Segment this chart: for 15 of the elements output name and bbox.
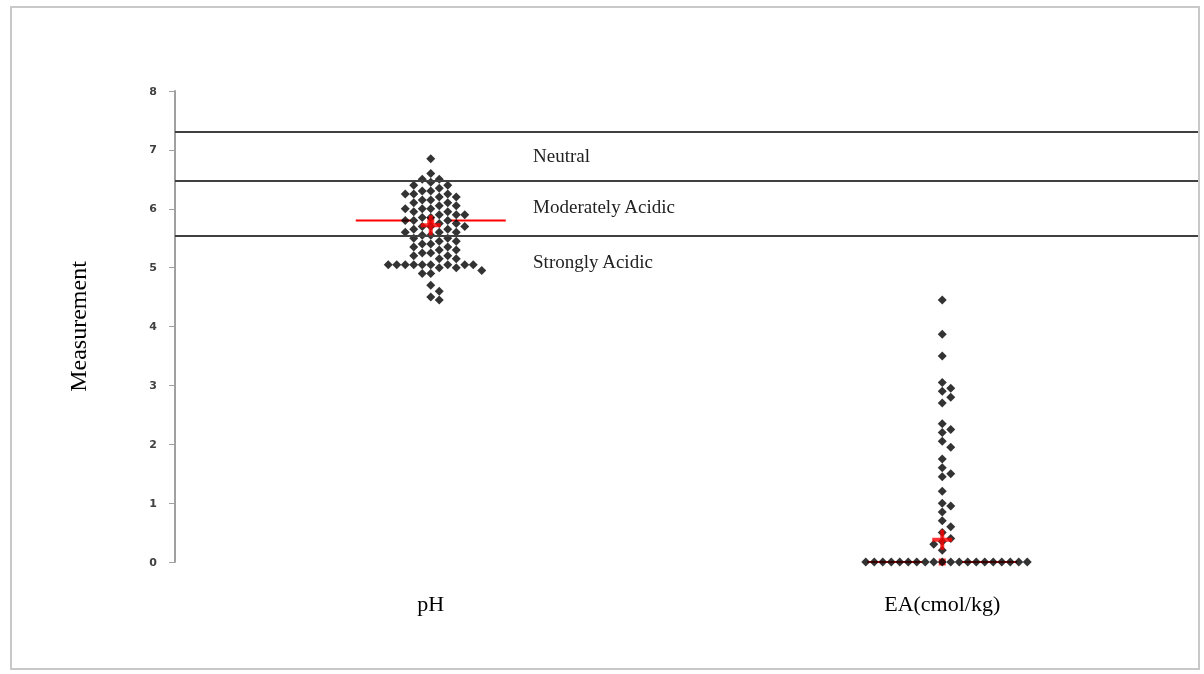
y-tick-label: 2 [149, 437, 157, 451]
annotation: Moderately Acidic [533, 196, 675, 218]
annotation: Neutral [533, 144, 591, 166]
y-tick-label: 3 [149, 378, 157, 392]
y-tick-label: 8 [149, 84, 157, 98]
x-tick-label: EA(cmol/kg) [884, 590, 1001, 616]
annotation: Strongly Acidic [533, 251, 653, 273]
y-tick-label: 7 [149, 143, 157, 157]
y-tick-label: 1 [149, 496, 157, 510]
x-tick-label: pH [417, 590, 445, 616]
y-tick-label: 0 [149, 555, 158, 569]
y-tick-label: 4 [149, 320, 158, 333]
y-axis-title: Measurement [65, 260, 91, 392]
y-tick-label: 6 [149, 202, 158, 216]
y-tick-label: 5 [149, 261, 157, 275]
